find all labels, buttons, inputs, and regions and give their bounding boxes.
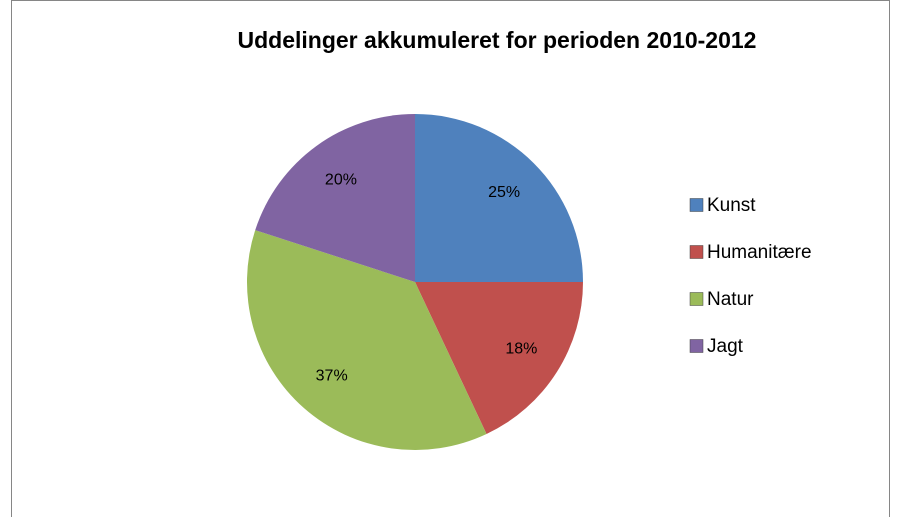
legend-swatch bbox=[689, 339, 704, 353]
legend-label: Jagt bbox=[707, 336, 744, 357]
slice-label: 37% bbox=[316, 368, 348, 385]
pie-slice bbox=[415, 114, 583, 282]
slice-label: 20% bbox=[325, 171, 357, 188]
pie-slice bbox=[247, 230, 487, 450]
chart-title: Uddelinger akkumuleret for perioden 2010… bbox=[238, 27, 757, 53]
pie-slice bbox=[255, 114, 415, 282]
slice-label: 18% bbox=[505, 341, 537, 358]
legend-label: Humanitære bbox=[707, 242, 812, 263]
legend-swatch bbox=[689, 292, 704, 306]
pie-slice bbox=[415, 282, 583, 435]
legend-swatch bbox=[689, 245, 704, 259]
slice-label: 25% bbox=[488, 184, 520, 201]
legend-label: Natur bbox=[707, 289, 754, 310]
legend-swatch bbox=[689, 198, 704, 212]
legend-label: Kunst bbox=[707, 195, 756, 216]
